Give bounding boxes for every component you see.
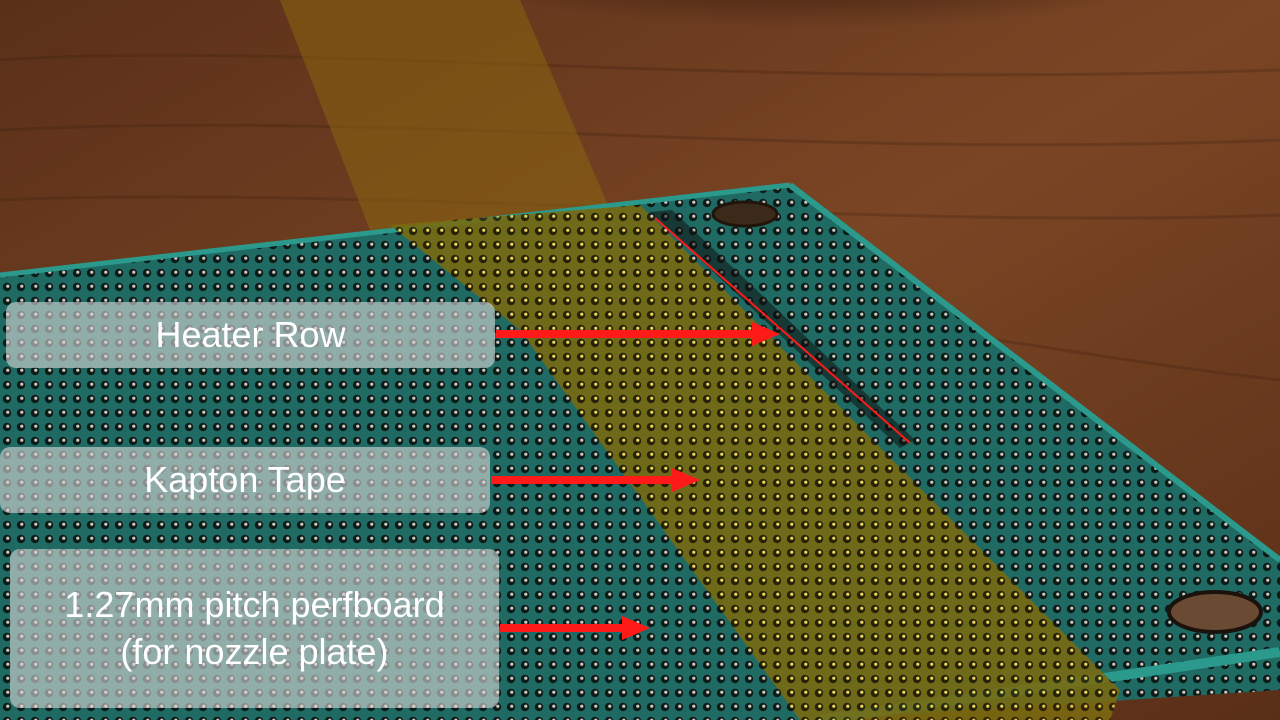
kapton-tape-label: Kapton Tape: [0, 447, 490, 513]
perfboard-label: 1.27mm pitch perfboard (for nozzle plate…: [10, 549, 499, 708]
heater-row-label: Heater Row: [6, 302, 495, 368]
